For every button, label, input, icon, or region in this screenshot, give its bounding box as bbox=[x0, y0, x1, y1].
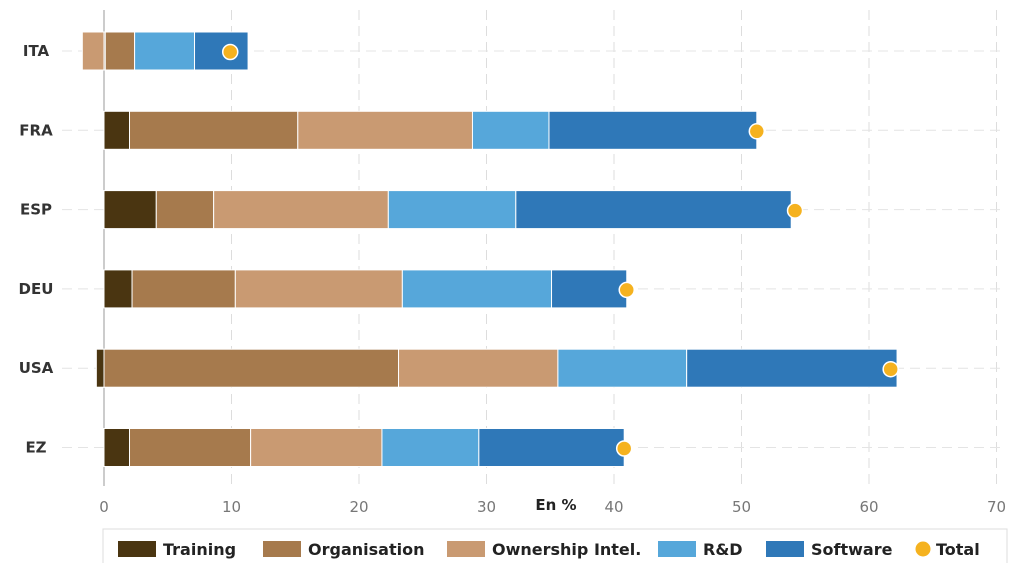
category-label-ez: EZ bbox=[25, 439, 46, 457]
bar-usa-training bbox=[95, 348, 105, 388]
total-marker-ez bbox=[615, 440, 633, 457]
legend-label-r-d: R&D bbox=[703, 540, 743, 559]
x-tick-label-70: 70 bbox=[987, 498, 1006, 516]
legend-swatch-training bbox=[118, 541, 156, 557]
legend-swatch-total bbox=[915, 541, 931, 557]
x-tick-label-10: 10 bbox=[222, 498, 241, 516]
bar-fra-ownership-intel bbox=[297, 110, 473, 150]
legend-swatch-software bbox=[766, 541, 804, 557]
x-tick-label-50: 50 bbox=[732, 498, 751, 516]
bar-ita-ownership-intel bbox=[81, 31, 105, 71]
grid-lines bbox=[62, 10, 1000, 486]
legend: Training Organisation Ownership Intel. R&D S… bbox=[102, 528, 1008, 563]
bar-ez-r-d bbox=[381, 428, 480, 467]
x-tick-label-30: 30 bbox=[477, 498, 496, 516]
bar-deu-ownership-intel bbox=[234, 269, 403, 309]
bar-fra-training bbox=[103, 110, 130, 150]
bar-esp-software bbox=[515, 190, 792, 230]
bar-fra-r-d bbox=[471, 110, 550, 150]
total-markers bbox=[221, 43, 899, 457]
legend-label-ownership-intel: Ownership Intel. bbox=[492, 540, 641, 559]
total-marker-usa bbox=[882, 360, 899, 378]
total-marker-esp bbox=[786, 202, 804, 219]
x-tick-label-60: 60 bbox=[859, 498, 878, 516]
legend-swatch-r-d bbox=[658, 541, 696, 557]
category-label-fra: FRA bbox=[19, 121, 53, 139]
bar-usa-ownership-intel bbox=[398, 348, 559, 388]
bar-fra-organisation bbox=[129, 110, 299, 150]
bar-deu-training bbox=[103, 269, 133, 309]
bar-ez-training bbox=[103, 428, 130, 467]
bar-usa-organisation bbox=[103, 348, 400, 388]
legend-label-software: Software bbox=[811, 540, 893, 559]
category-labels: ITA FRA ESP DEU USA EZ bbox=[19, 42, 54, 457]
total-marker-ita bbox=[221, 43, 239, 61]
bar-esp-training bbox=[103, 190, 157, 230]
legend-swatch-organisation bbox=[263, 541, 301, 557]
total-marker-deu bbox=[618, 281, 635, 299]
bar-usa-r-d bbox=[557, 348, 688, 388]
bar-deu-r-d bbox=[401, 269, 553, 309]
bar-usa-software bbox=[686, 348, 898, 388]
category-label-ita: ITA bbox=[23, 42, 50, 60]
x-axis-ticks: 0 10 20 30 40 50 60 70 bbox=[99, 498, 1006, 516]
total-marker-fra bbox=[748, 123, 766, 140]
x-axis-title: En % bbox=[535, 496, 576, 514]
x-tick-label-40: 40 bbox=[604, 498, 623, 516]
category-label-esp: ESP bbox=[20, 201, 52, 219]
category-label-usa: USA bbox=[19, 359, 54, 377]
bar-esp-organisation bbox=[155, 190, 215, 230]
bar-ita-r-d bbox=[134, 31, 196, 71]
bar-ez-organisation bbox=[129, 428, 252, 467]
legend-swatch-ownership-intel bbox=[447, 541, 485, 557]
bar-ez-ownership-intel bbox=[250, 428, 383, 467]
x-tick-label-20: 20 bbox=[349, 498, 368, 516]
x-tick-label-0: 0 bbox=[99, 498, 109, 516]
legend-label-total: Total bbox=[936, 540, 980, 559]
legend-label-organisation: Organisation bbox=[308, 540, 424, 559]
legend-box bbox=[102, 528, 1008, 563]
bar-ita-software bbox=[194, 31, 249, 71]
bar-deu-software bbox=[551, 269, 628, 309]
bar-fra-software bbox=[548, 110, 758, 150]
legend-label-training: Training bbox=[163, 540, 236, 559]
bar-deu-organisation bbox=[131, 269, 236, 309]
bar-ez-software bbox=[478, 428, 625, 467]
bars bbox=[81, 31, 898, 467]
bar-esp-r-d bbox=[387, 190, 517, 230]
bar-ita-organisation bbox=[104, 31, 136, 71]
category-label-deu: DEU bbox=[19, 280, 54, 298]
bar-esp-ownership-intel bbox=[213, 190, 389, 230]
